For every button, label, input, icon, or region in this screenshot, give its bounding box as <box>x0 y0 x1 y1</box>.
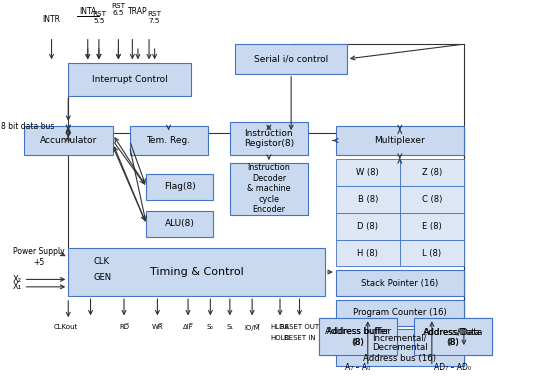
FancyBboxPatch shape <box>400 159 464 186</box>
Text: S₀: S₀ <box>207 324 214 330</box>
FancyBboxPatch shape <box>400 186 464 213</box>
FancyBboxPatch shape <box>336 126 464 155</box>
Text: Address/Data
(8): Address/Data (8) <box>423 327 483 346</box>
Text: Interrupt Control: Interrupt Control <box>92 75 167 84</box>
Text: RESET OUT: RESET OUT <box>280 324 319 330</box>
Text: Power Supply
+5: Power Supply +5 <box>12 247 64 267</box>
FancyBboxPatch shape <box>336 240 400 266</box>
Text: CLKout: CLKout <box>53 324 78 330</box>
Text: B (8): B (8) <box>358 195 378 204</box>
FancyBboxPatch shape <box>146 174 213 200</box>
Text: INTA: INTA <box>79 7 96 16</box>
Text: Instruction
Decoder
& machine
cycle
Encoder: Instruction Decoder & machine cycle Enco… <box>247 163 291 214</box>
FancyBboxPatch shape <box>319 318 397 356</box>
Text: WR̅: WR̅ <box>152 324 163 330</box>
Text: GEN: GEN <box>94 273 111 282</box>
Text: Timing & Control: Timing & Control <box>150 267 243 277</box>
FancyBboxPatch shape <box>319 318 397 356</box>
Text: X₂: X₂ <box>12 275 21 284</box>
Text: Address/Data
(8): Address/Data (8) <box>424 327 481 346</box>
Text: Accumulator: Accumulator <box>40 136 97 145</box>
Text: ΔIF̅: ΔIF̅ <box>183 324 193 330</box>
Text: Address buffer
(8): Address buffer (8) <box>327 327 389 346</box>
Text: RST
6.5: RST 6.5 <box>111 3 125 16</box>
Text: A₇ – A₀: A₇ – A₀ <box>346 363 371 372</box>
Text: H (8): H (8) <box>357 249 378 257</box>
Text: AD₇ – AD₀: AD₇ – AD₀ <box>434 363 471 372</box>
Text: Program Counter (16): Program Counter (16) <box>353 308 447 317</box>
Text: E (8): E (8) <box>422 222 442 231</box>
Text: ALU(8): ALU(8) <box>165 219 195 228</box>
FancyBboxPatch shape <box>68 248 325 296</box>
Text: Flag(8): Flag(8) <box>164 182 195 191</box>
Text: Address buffer
(8): Address buffer (8) <box>325 327 391 346</box>
FancyBboxPatch shape <box>400 240 464 266</box>
Text: S₁: S₁ <box>226 324 234 330</box>
Text: Z (8): Z (8) <box>422 168 442 177</box>
Text: 8 bit data bus: 8 bit data bus <box>1 122 55 131</box>
FancyBboxPatch shape <box>336 159 400 186</box>
Text: W (8): W (8) <box>356 168 379 177</box>
Text: RST
5.5: RST 5.5 <box>92 11 106 24</box>
FancyBboxPatch shape <box>336 186 400 213</box>
FancyBboxPatch shape <box>336 329 464 366</box>
Text: IO/M̅: IO/M̅ <box>244 324 260 330</box>
FancyBboxPatch shape <box>146 211 213 237</box>
Text: HLDA: HLDA <box>270 324 290 330</box>
FancyBboxPatch shape <box>400 213 464 240</box>
Text: Instruction
Registor(8): Instruction Registor(8) <box>244 129 294 148</box>
Text: Tem. Reg.: Tem. Reg. <box>147 136 190 145</box>
FancyBboxPatch shape <box>129 126 208 155</box>
FancyBboxPatch shape <box>414 318 492 356</box>
Text: X₁: X₁ <box>12 282 22 291</box>
Text: RD̅: RD̅ <box>119 324 129 330</box>
Text: RST
7.5: RST 7.5 <box>148 11 162 24</box>
FancyBboxPatch shape <box>68 63 191 96</box>
Text: D (8): D (8) <box>357 222 378 231</box>
Text: HOLD: HOLD <box>270 335 290 341</box>
FancyBboxPatch shape <box>336 213 400 240</box>
FancyBboxPatch shape <box>336 270 464 296</box>
FancyBboxPatch shape <box>24 126 113 155</box>
Text: C (8): C (8) <box>422 195 442 204</box>
Text: Multiplexer: Multiplexer <box>375 136 425 145</box>
Text: CLK: CLK <box>94 257 109 266</box>
FancyBboxPatch shape <box>414 318 492 356</box>
FancyBboxPatch shape <box>336 300 464 326</box>
Text: RESET IN: RESET IN <box>284 335 315 341</box>
FancyBboxPatch shape <box>230 122 308 155</box>
Text: INTR: INTR <box>43 15 60 24</box>
Text: Serial i/o control: Serial i/o control <box>254 55 328 63</box>
Text: TRAP: TRAP <box>128 7 148 16</box>
FancyBboxPatch shape <box>230 163 308 215</box>
Text: Incremental/
Decremental
Address bus (16): Incremental/ Decremental Address bus (16… <box>363 333 436 363</box>
Text: L (8): L (8) <box>422 249 441 257</box>
Text: Stack Pointer (16): Stack Pointer (16) <box>361 279 438 288</box>
FancyBboxPatch shape <box>235 44 347 74</box>
